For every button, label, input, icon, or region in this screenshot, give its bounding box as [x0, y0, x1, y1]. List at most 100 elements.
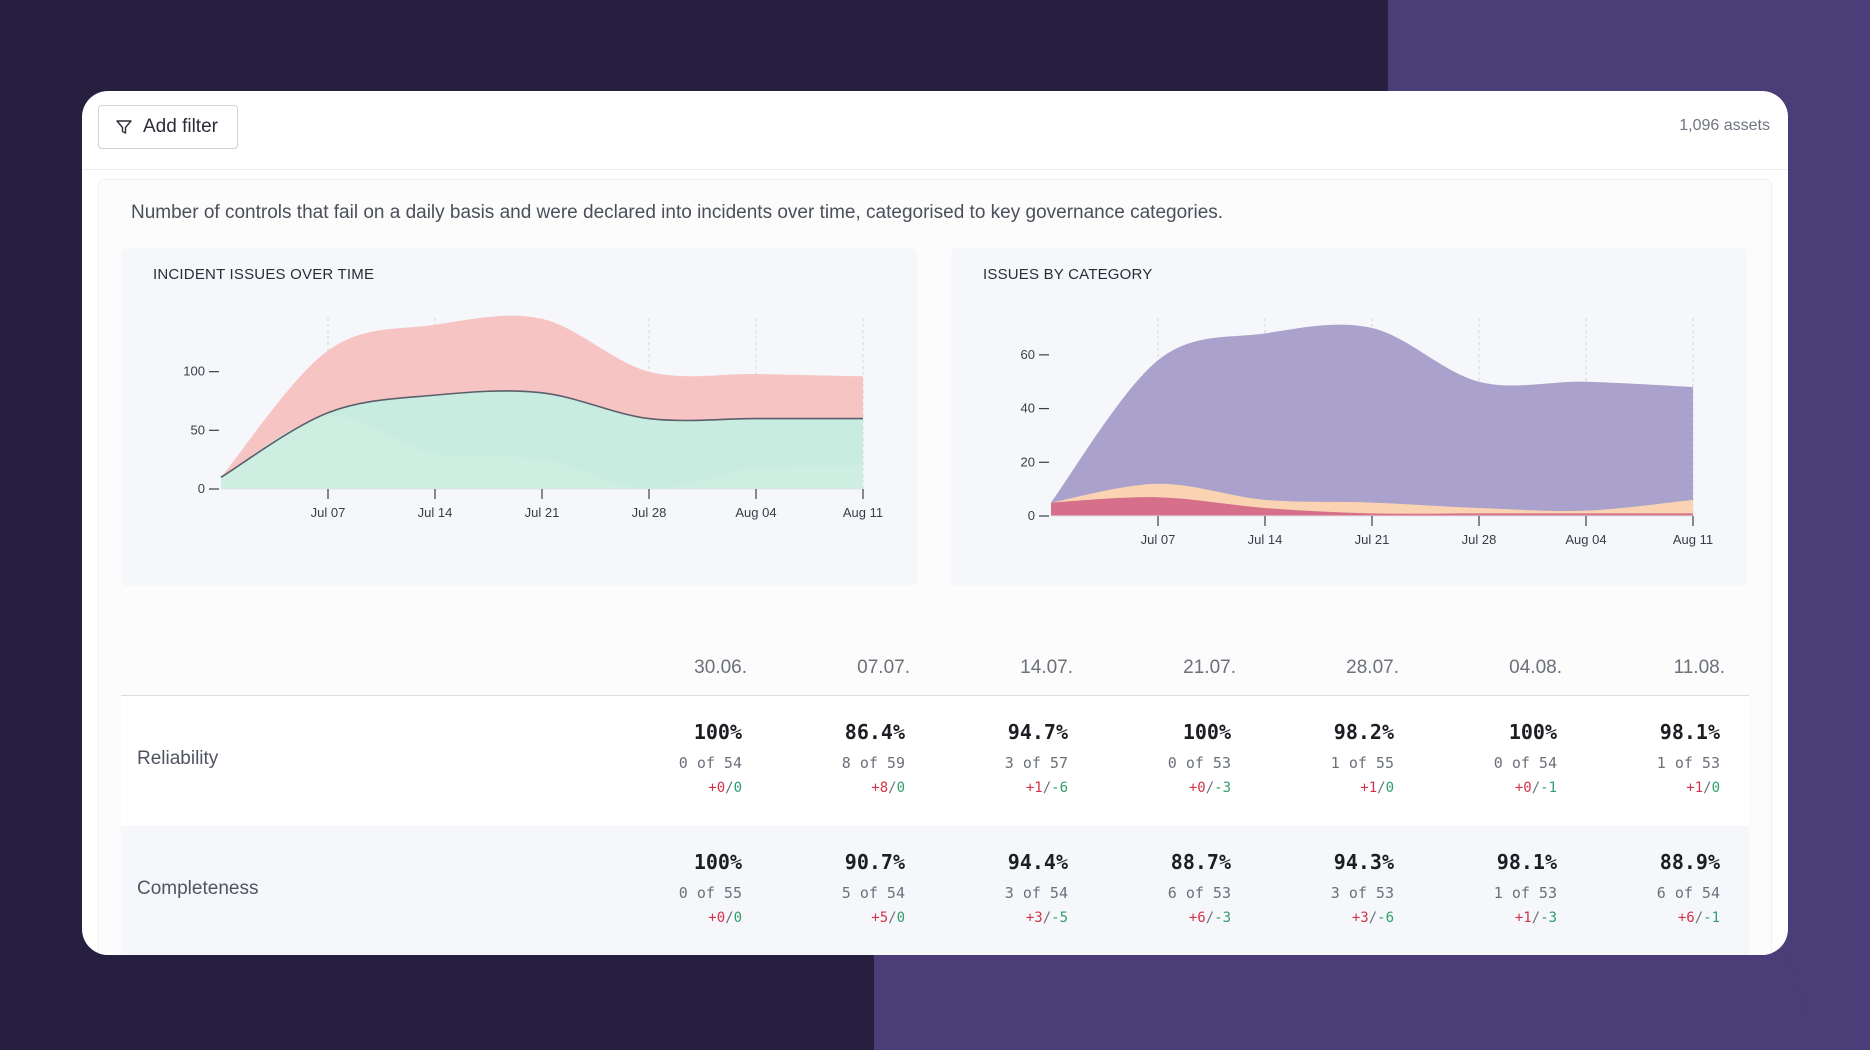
- delta-added: +5: [871, 910, 889, 926]
- y-tick-label: 0: [1028, 508, 1035, 523]
- table-cell: 100% 0 of 55 +0/0: [622, 850, 742, 926]
- add-filter-button[interactable]: Add filter: [98, 105, 238, 149]
- table-cell: 100% 0 of 54 +0/0: [622, 720, 742, 796]
- delta-separator: /: [1042, 780, 1052, 796]
- delta-separator: /: [1531, 780, 1541, 796]
- x-tick-label: Jul 07: [311, 505, 346, 520]
- delta-resolved: -5: [1051, 910, 1068, 926]
- delta-values: +3/-5: [948, 910, 1068, 926]
- delta-added: +6: [1188, 910, 1206, 926]
- incident-issues-chart: INCIDENT ISSUES OVER TIME Jul 07 Jul 14 Ju…: [121, 248, 917, 586]
- fail-count: 3 of 54: [1004, 884, 1068, 902]
- x-tick-label: Aug 04: [735, 505, 776, 520]
- date-header: 14.07.: [1020, 657, 1073, 678]
- delta-added: +1: [1360, 780, 1378, 796]
- chart-title: INCIDENT ISSUES OVER TIME: [153, 266, 375, 283]
- table-cell: 100% 0 of 54 +0/-1: [1437, 720, 1557, 796]
- delta-resolved: -3: [1214, 910, 1231, 926]
- y-tick-label: 60: [1021, 347, 1035, 362]
- delta-resolved: 0: [733, 780, 742, 796]
- delta-values: +0/0: [622, 910, 742, 926]
- delta-resolved: -1: [1703, 910, 1720, 926]
- pass-rate: 94.7%: [1007, 720, 1068, 744]
- table-cell: 88.7% 6 of 53 +6/-3: [1111, 850, 1231, 926]
- delta-resolved: -3: [1214, 780, 1231, 796]
- fail-count: 1 of 53: [1493, 884, 1557, 902]
- delta-values: +1/-3: [1437, 910, 1557, 926]
- date-header: 30.06.: [694, 657, 747, 678]
- area-series-2: [1051, 497, 1693, 516]
- row-label: Completeness: [137, 878, 259, 899]
- delta-values: +5/0: [785, 910, 905, 926]
- y-tick-label: 50: [191, 422, 205, 437]
- pass-rate: 100%: [693, 850, 742, 874]
- delta-values: +1/0: [1274, 780, 1394, 796]
- date-header: 04.08.: [1509, 657, 1562, 678]
- delta-separator: /: [725, 780, 734, 796]
- delta-added: +0: [1514, 780, 1532, 796]
- pass-rate: 98.1%: [1496, 850, 1557, 874]
- pass-rate: 100%: [1182, 720, 1231, 744]
- date-header: 11.08.: [1673, 657, 1725, 678]
- dashboard-card: Add filter 1,096 assets Number of contro…: [82, 91, 1788, 955]
- delta-values: +0/0: [622, 780, 742, 796]
- fail-count: 8 of 59: [841, 754, 905, 772]
- y-tick-label: 100: [183, 364, 205, 379]
- delta-values: +0/-1: [1437, 780, 1557, 796]
- pass-rate: 88.9%: [1659, 850, 1720, 874]
- fail-count: 6 of 54: [1656, 884, 1720, 902]
- issues-by-category-svg: Jul 07 Jul 14 Jul 21 Jul 28 Aug 04 Aug 11 0 20 4…: [1021, 318, 1713, 547]
- delta-separator: /: [888, 780, 897, 796]
- delta-added: +6: [1677, 910, 1695, 926]
- table-cell: 90.7% 5 of 54 +5/0: [785, 850, 905, 926]
- delta-separator: /: [1368, 910, 1378, 926]
- delta-values: +3/-6: [1274, 910, 1394, 926]
- table-row: Completeness 100% 0 of 55 +0/0 90.7% 5 of 54 +…: [121, 826, 1749, 955]
- delta-resolved: -6: [1051, 780, 1068, 796]
- series-line: [220, 390, 863, 478]
- pass-rate: 88.7%: [1170, 850, 1231, 874]
- delta-resolved: -1: [1540, 780, 1557, 796]
- delta-added: +3: [1351, 910, 1369, 926]
- x-tick-label: Jul 28: [632, 505, 667, 520]
- table-cell: 94.4% 3 of 54 +3/-5: [948, 850, 1068, 926]
- delta-values: +8/0: [785, 780, 905, 796]
- pass-rate: 100%: [693, 720, 742, 744]
- delta-values: +1/0: [1600, 780, 1720, 796]
- delta-added: +0: [708, 910, 726, 926]
- delta-separator: /: [1205, 780, 1215, 796]
- delta-added: +1: [1514, 910, 1532, 926]
- delta-values: +6/-3: [1111, 910, 1231, 926]
- report-section: Number of controls that fail on a daily …: [98, 179, 1772, 955]
- fail-count: 3 of 57: [1004, 754, 1068, 772]
- pass-rate: 100%: [1508, 720, 1557, 744]
- table-cell: 98.1% 1 of 53 +1/0: [1600, 720, 1720, 796]
- delta-added: +8: [871, 780, 889, 796]
- x-tick-label: Aug 04: [1565, 532, 1606, 547]
- date-header: 21.07.: [1183, 657, 1236, 678]
- table-cell: 94.7% 3 of 57 +1/-6: [948, 720, 1068, 796]
- area-series-2: [221, 415, 863, 490]
- filter-icon: [116, 120, 132, 134]
- fail-count: 0 of 53: [1167, 754, 1231, 772]
- fail-count: 3 of 53: [1330, 884, 1394, 902]
- table-cell: 88.9% 6 of 54 +6/-1: [1600, 850, 1720, 926]
- x-tick-label: Jul 14: [418, 505, 453, 520]
- table-divider: [121, 695, 1749, 696]
- x-tick-label: Aug 11: [843, 505, 883, 520]
- report-description: Number of controls that fail on a daily …: [131, 202, 1224, 223]
- delta-added: +0: [708, 780, 726, 796]
- delta-separator: /: [1703, 780, 1712, 796]
- row-label: Reliability: [137, 748, 219, 769]
- area-series-0: [1051, 324, 1693, 516]
- assets-count: 1,096 assets: [1679, 117, 1770, 134]
- delta-added: +1: [1686, 780, 1704, 796]
- y-tick-label: 20: [1021, 454, 1035, 469]
- delta-separator: /: [1205, 910, 1215, 926]
- delta-resolved: 0: [733, 910, 742, 926]
- delta-separator: /: [1377, 780, 1386, 796]
- delta-values: +0/-3: [1111, 780, 1231, 796]
- delta-separator: /: [1042, 910, 1052, 926]
- date-header: 07.07.: [857, 657, 910, 678]
- table-cell: 100% 0 of 53 +0/-3: [1111, 720, 1231, 796]
